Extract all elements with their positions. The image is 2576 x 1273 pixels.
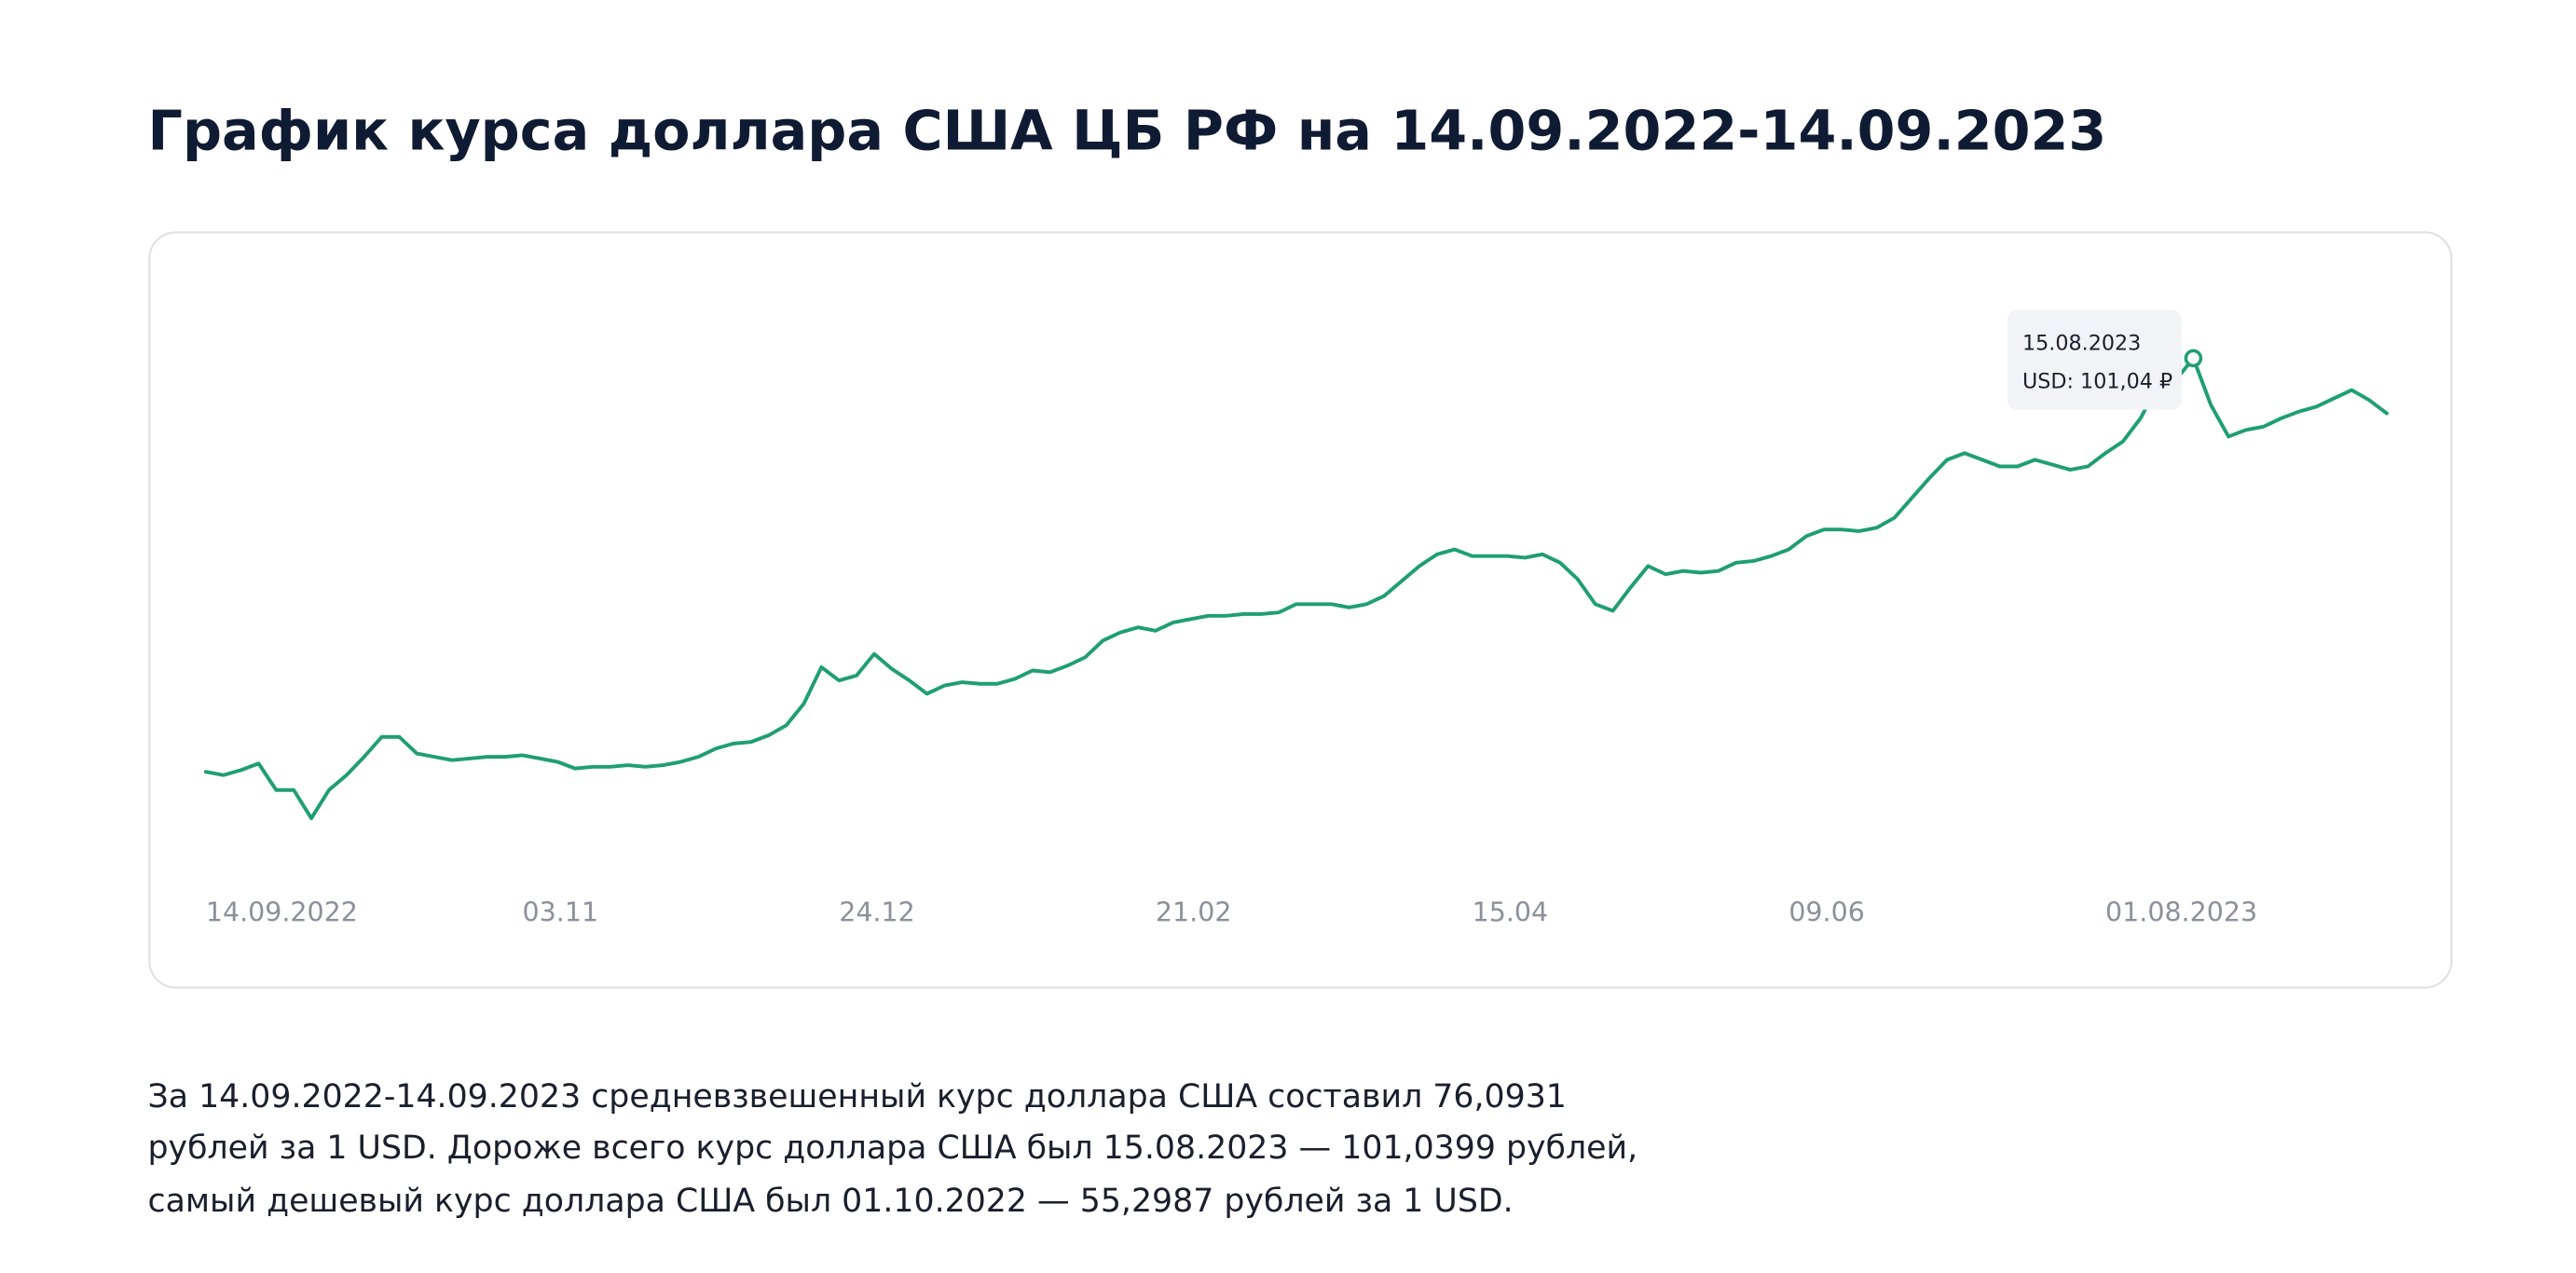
tooltip-value: USD: 101,04 ₽ <box>2022 369 2172 393</box>
x-tick-label: 15.04 <box>1473 897 1549 927</box>
tooltip-box <box>2007 309 2182 410</box>
x-tick-label: 14.09.2022 <box>206 897 358 927</box>
description-line: За 14.09.2022-14.09.2023 средневзвешенны… <box>148 1078 1567 1116</box>
hover-point <box>2184 349 2203 368</box>
x-tick-label: 21.02 <box>1156 897 1232 927</box>
line-series <box>203 356 2389 821</box>
tooltip-date: 15.08.2023 <box>2022 331 2141 355</box>
x-tick-label: 03.11 <box>523 897 599 927</box>
chart-title: График курса доллара США ЦБ РФ на 14.09.… <box>148 98 2107 162</box>
description-line: самый дешевый курс доллара США был 01.10… <box>148 1183 1514 1220</box>
tooltip: 15.08.2023 USD: 101,04 ₽ <box>2007 309 2203 410</box>
x-tick-label: 01.08.2023 <box>2105 897 2257 927</box>
description-line: рублей за 1 USD. Дороже всего курс долла… <box>148 1129 1638 1167</box>
x-tick-label: 24.12 <box>839 897 915 927</box>
chart-card <box>148 231 2453 989</box>
x-tick-label: 09.06 <box>1788 897 1865 927</box>
